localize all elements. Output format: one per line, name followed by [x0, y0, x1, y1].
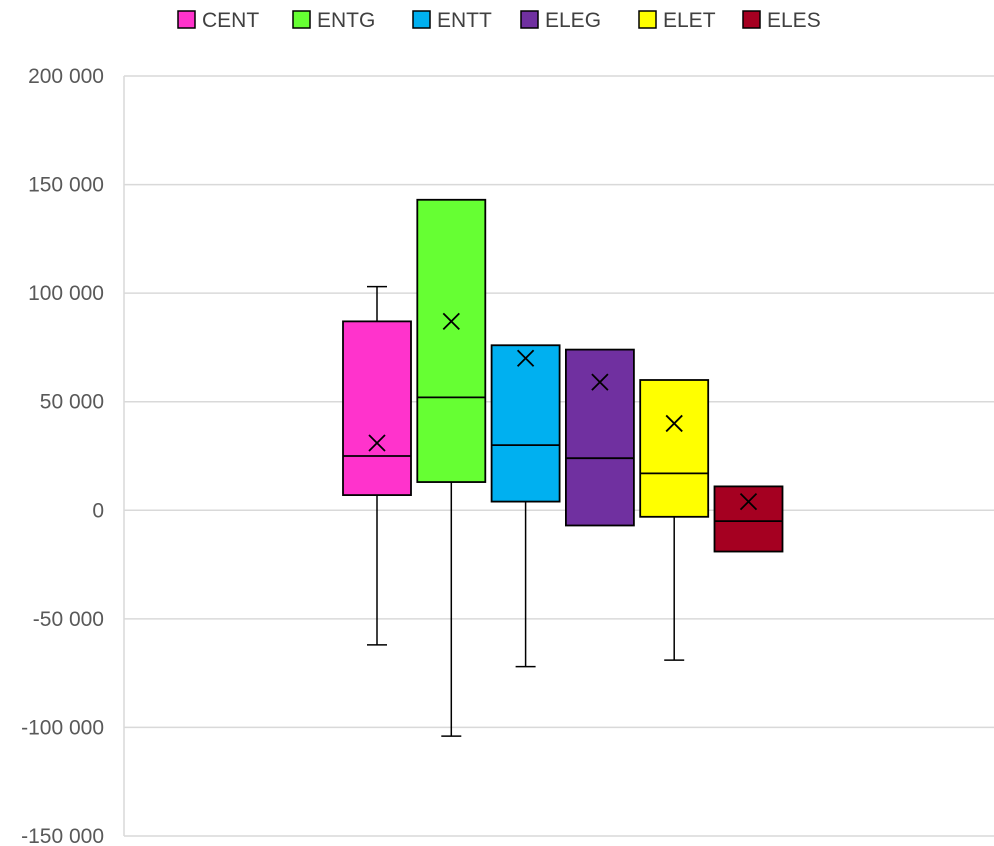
legend-swatch: [177, 10, 196, 29]
legend-label: ENTG: [317, 9, 375, 32]
box-iqr: [639, 379, 710, 518]
box-iqr: [490, 344, 561, 503]
legend-item-eleg: ELEG: [520, 9, 601, 32]
legend-item-cent: CENT: [177, 9, 259, 32]
box-iqr: [342, 320, 412, 496]
box-cent: [342, 285, 412, 646]
gridlines: [124, 75, 994, 837]
plot-area: [342, 198, 784, 737]
y-tick-label: 50 000: [40, 391, 104, 414]
box-elet: [639, 379, 710, 661]
box-eleg: [565, 348, 635, 527]
legend-swatch: [742, 10, 761, 29]
y-tick-label: -50 000: [33, 608, 104, 631]
box-eles: [713, 485, 784, 553]
y-tick-labels: 200 000 150 000 100 000 50 000 0 -50 000 -100 …: [21, 65, 104, 846]
y-tick-label: -100 000: [21, 716, 104, 739]
legend-item-elet: ELET: [638, 9, 716, 32]
y-tick-label: 100 000: [28, 282, 104, 305]
box-iqr: [416, 198, 487, 483]
legend-swatch: [638, 10, 657, 29]
y-tick-label: 200 000: [28, 65, 104, 88]
legend-label: CENT: [202, 9, 259, 32]
legend-swatch: [292, 10, 311, 29]
y-tick-label: -150 000: [21, 825, 104, 846]
legend: CENT ENTG ENTT ELEG ELET ELES: [177, 9, 821, 32]
mean-marker: [516, 349, 535, 367]
box-iqr: [713, 485, 784, 553]
legend-item-entg: ENTG: [292, 9, 375, 32]
legend-swatch: [412, 10, 431, 29]
box-entg: [416, 198, 487, 737]
legend-swatch: [520, 10, 539, 29]
legend-label: ELEG: [545, 9, 601, 32]
mean-marker: [591, 373, 609, 391]
legend-label: ELET: [663, 9, 716, 32]
mean-marker: [739, 492, 758, 511]
legend-item-entt: ENTT: [412, 9, 492, 32]
legend-label: ENTT: [437, 9, 492, 32]
box-iqr: [565, 348, 635, 527]
y-tick-label: 0: [92, 499, 104, 522]
mean-marker: [442, 312, 460, 331]
legend-label: ELES: [767, 9, 821, 32]
legend-item-eles: ELES: [742, 9, 821, 32]
mean-marker: [665, 414, 683, 433]
y-tick-label: 150 000: [28, 174, 104, 197]
box-entt: [490, 344, 561, 668]
mean-marker: [368, 434, 386, 452]
